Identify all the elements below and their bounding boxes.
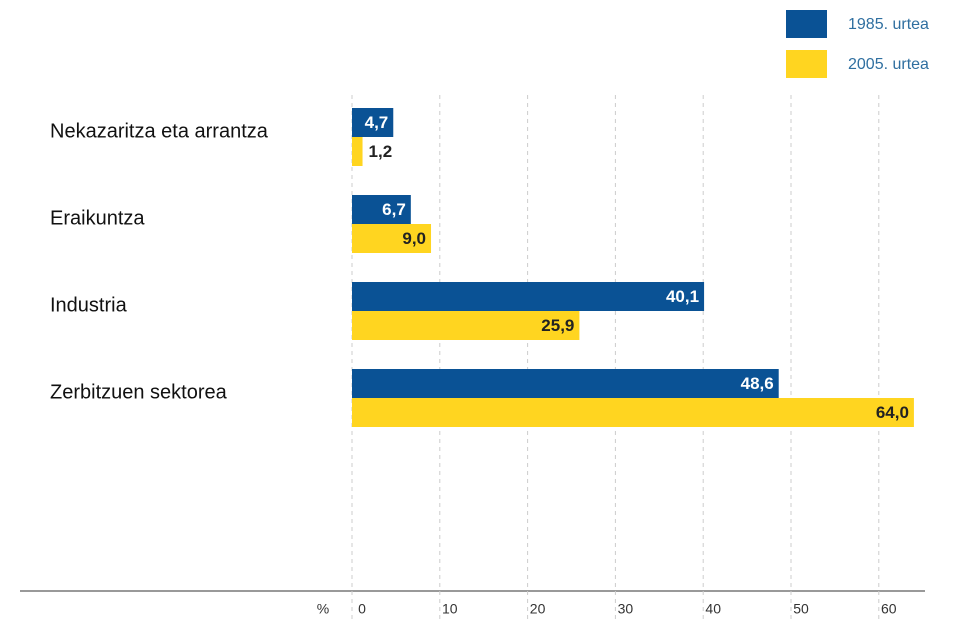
- bar: [352, 137, 363, 166]
- bar: [352, 398, 914, 427]
- value-label: 9,0: [402, 229, 426, 248]
- x-tick-label: 40: [705, 601, 721, 617]
- x-tick-label: 0: [358, 601, 366, 617]
- bar: [352, 195, 411, 224]
- value-label: 48,6: [741, 374, 774, 393]
- category-label: Nekazaritza eta arrantza: [50, 120, 269, 142]
- category-label: Zerbitzuen sektorea: [50, 381, 228, 403]
- legend-label: 1985. urtea: [848, 16, 929, 33]
- x-tick-label: 10: [442, 601, 458, 617]
- bar: [352, 282, 705, 311]
- x-tick-label: 30: [618, 601, 634, 617]
- value-label: 6,7: [382, 200, 406, 219]
- value-label: 25,9: [541, 316, 574, 335]
- category-label: Eraikuntza: [50, 207, 145, 229]
- bar: [352, 369, 779, 398]
- legend-swatch: [786, 10, 827, 38]
- value-label: 64,0: [876, 403, 909, 422]
- category-label: Industria: [50, 294, 128, 316]
- x-tick-label: 60: [881, 601, 897, 617]
- value-label: 4,7: [365, 113, 389, 132]
- x-tick-label: 50: [793, 601, 809, 617]
- bar: [352, 311, 580, 340]
- x-unit: %: [317, 601, 329, 617]
- bar: [352, 224, 432, 253]
- legend-label: 2005. urtea: [848, 56, 929, 73]
- value-label: 1,2: [369, 142, 393, 161]
- bar: [352, 108, 394, 137]
- legend-swatch: [786, 50, 827, 78]
- x-tick-label: 20: [530, 601, 546, 617]
- value-label: 40,1: [666, 287, 699, 306]
